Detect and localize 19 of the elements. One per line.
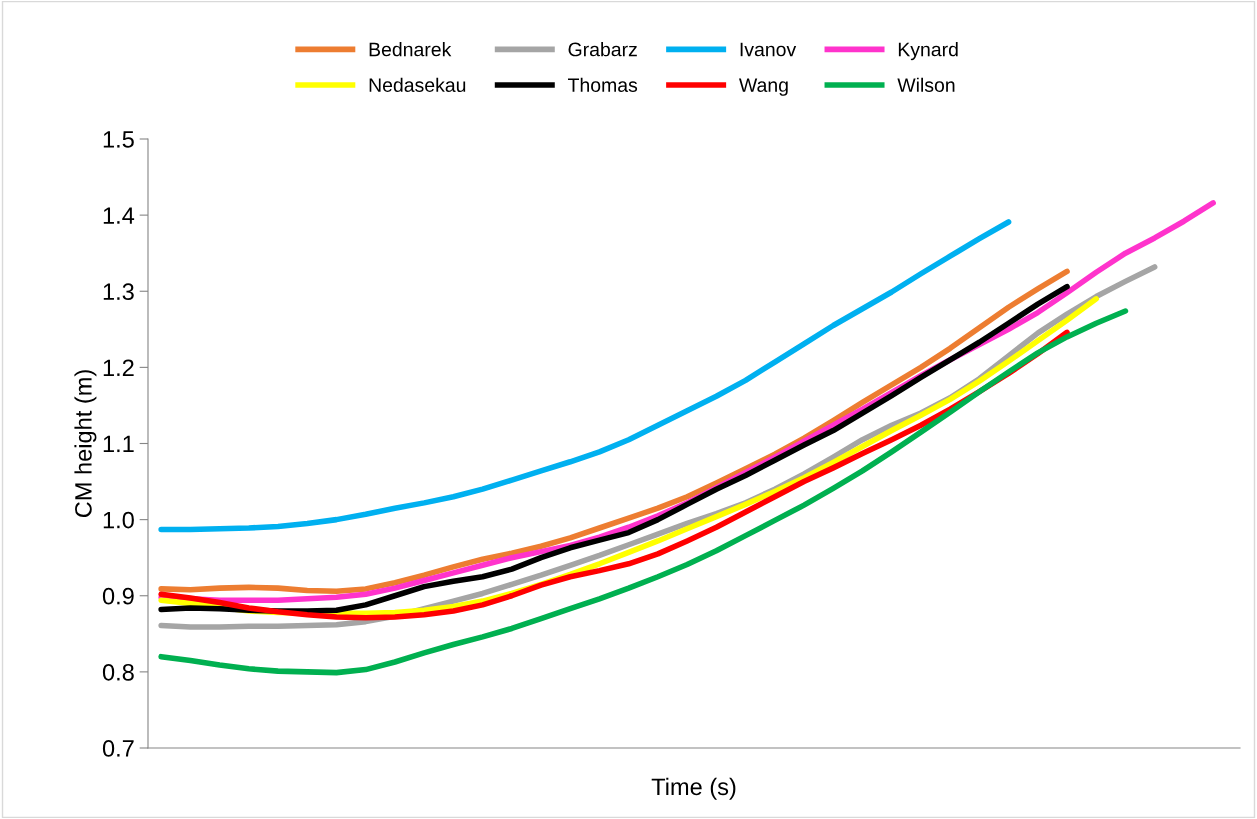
y-tick-label: 0.8 [102, 663, 134, 681]
legend-label: Thomas [568, 77, 638, 92]
y-tick-label: 1.0 [103, 511, 134, 529]
legend-label: Ivanov [740, 42, 797, 57]
y-tick-label: 1.4 [103, 207, 135, 224]
y-tick-label: 1.1 [103, 435, 134, 453]
x-axis-title: Time (s) [651, 777, 736, 800]
y-tick-label: 0.9 [102, 587, 134, 605]
y-tick-label: 0.7 [102, 740, 134, 757]
legend-label: Grabarz [568, 42, 637, 57]
y-tick-label: 1.3 [103, 283, 134, 301]
legend-label: Bednarek [369, 42, 452, 57]
legend-label: Nedasekau [369, 77, 466, 92]
legend-label: Wang [738, 78, 788, 96]
y-tick-label: 1.2 [103, 359, 134, 376]
y-axis-title: CM height (m) [74, 370, 97, 518]
legend-label: Wilson [897, 77, 955, 92]
y-tick-label: 1.5 [103, 131, 134, 148]
legend-label: Kynard [898, 42, 958, 61]
